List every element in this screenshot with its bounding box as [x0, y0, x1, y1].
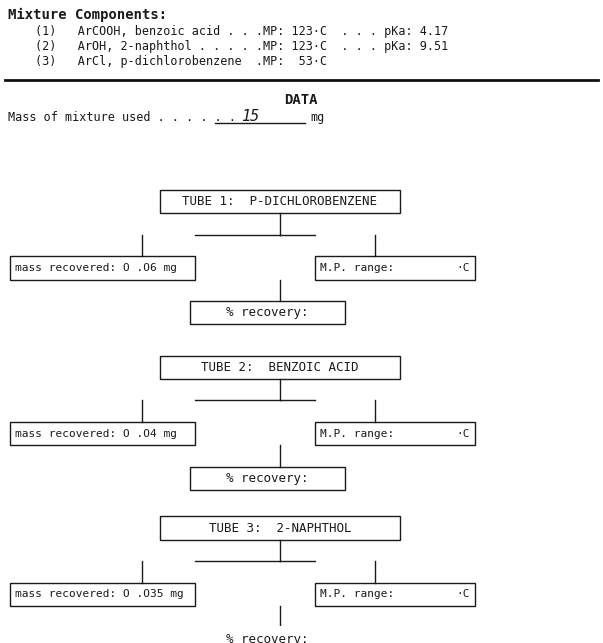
Text: mass recovered: O .O35 mg: mass recovered: O .O35 mg	[15, 590, 184, 599]
Text: TUBE 3:  2-NAPHTHOL: TUBE 3: 2-NAPHTHOL	[209, 521, 352, 534]
Text: ·C: ·C	[456, 263, 470, 273]
FancyBboxPatch shape	[10, 257, 195, 280]
Text: DATA: DATA	[284, 93, 318, 107]
Text: mass recovered: O .O4 mg: mass recovered: O .O4 mg	[15, 429, 177, 439]
Text: TUBE 2:  BENZOIC ACID: TUBE 2: BENZOIC ACID	[201, 361, 359, 374]
Text: M.P. range:: M.P. range:	[320, 263, 394, 273]
Text: ·C: ·C	[456, 429, 470, 439]
Text: M.P. range:: M.P. range:	[320, 429, 394, 439]
FancyBboxPatch shape	[315, 422, 475, 445]
Text: % recovery:: % recovery:	[226, 306, 309, 320]
FancyBboxPatch shape	[190, 467, 345, 490]
FancyBboxPatch shape	[160, 190, 400, 213]
Text: ·C: ·C	[456, 590, 470, 599]
FancyBboxPatch shape	[190, 628, 345, 643]
Text: TUBE 1:  P-DICHLOROBENZENE: TUBE 1: P-DICHLOROBENZENE	[183, 195, 377, 208]
Text: % recovery:: % recovery:	[226, 472, 309, 485]
FancyBboxPatch shape	[315, 583, 475, 606]
FancyBboxPatch shape	[160, 516, 400, 539]
Text: 15: 15	[241, 109, 259, 123]
Text: Mixture Components:: Mixture Components:	[8, 8, 167, 22]
FancyBboxPatch shape	[190, 301, 345, 325]
FancyBboxPatch shape	[10, 583, 195, 606]
Text: % recovery:: % recovery:	[226, 633, 309, 643]
Text: Mass of mixture used . . . . . .: Mass of mixture used . . . . . .	[8, 111, 236, 124]
Text: (3)   ArCl, p-dichlorobenzene  .MP:  53·C: (3) ArCl, p-dichlorobenzene .MP: 53·C	[35, 55, 327, 68]
Text: (2)   ArOH, 2-naphthol . . . . .MP: 123·C  . . . pKa: 9.51: (2) ArOH, 2-naphthol . . . . .MP: 123·C …	[35, 40, 448, 53]
FancyBboxPatch shape	[10, 422, 195, 445]
Text: (1)   ArCOOH, benzoic acid . . .MP: 123·C  . . . pKa: 4.17: (1) ArCOOH, benzoic acid . . .MP: 123·C …	[35, 25, 448, 39]
Text: M.P. range:: M.P. range:	[320, 590, 394, 599]
FancyBboxPatch shape	[315, 257, 475, 280]
Text: mass recovered: O .O6 mg: mass recovered: O .O6 mg	[15, 263, 177, 273]
Text: mg: mg	[310, 111, 324, 124]
FancyBboxPatch shape	[160, 356, 400, 379]
